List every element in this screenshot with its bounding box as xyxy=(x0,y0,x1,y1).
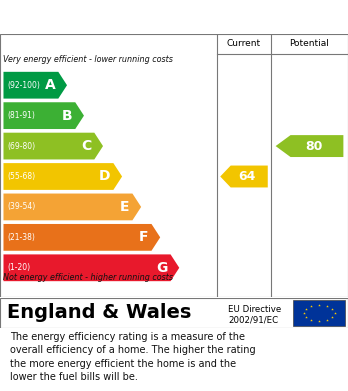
Polygon shape xyxy=(3,224,160,251)
Text: Current: Current xyxy=(227,39,261,48)
Polygon shape xyxy=(3,72,67,99)
Text: (21-38): (21-38) xyxy=(8,233,35,242)
Bar xyxy=(293,300,345,326)
Text: (81-91): (81-91) xyxy=(8,111,35,120)
Text: B: B xyxy=(62,109,72,123)
Text: the more energy efficient the home is and the: the more energy efficient the home is an… xyxy=(10,359,237,369)
Text: England & Wales: England & Wales xyxy=(7,303,191,323)
Text: Not energy efficient - higher running costs: Not energy efficient - higher running co… xyxy=(3,273,174,282)
Polygon shape xyxy=(3,133,103,160)
Text: E: E xyxy=(120,200,130,214)
Text: Very energy efficient - lower running costs: Very energy efficient - lower running co… xyxy=(3,55,173,64)
Text: Energy Efficiency Rating: Energy Efficiency Rating xyxy=(10,9,220,24)
Text: (55-68): (55-68) xyxy=(8,172,36,181)
Text: 64: 64 xyxy=(238,170,255,183)
Polygon shape xyxy=(3,102,84,129)
Text: C: C xyxy=(81,139,92,153)
Text: Potential: Potential xyxy=(290,39,330,48)
Text: lower the fuel bills will be.: lower the fuel bills will be. xyxy=(10,373,138,382)
Polygon shape xyxy=(3,163,122,190)
Text: (39-54): (39-54) xyxy=(8,203,36,212)
Text: F: F xyxy=(139,230,149,244)
Text: (69-80): (69-80) xyxy=(8,142,36,151)
Polygon shape xyxy=(3,194,141,220)
Polygon shape xyxy=(3,255,179,281)
Text: (1-20): (1-20) xyxy=(8,263,31,272)
Polygon shape xyxy=(220,165,268,187)
Text: A: A xyxy=(45,78,56,92)
Text: 2002/91/EC: 2002/91/EC xyxy=(228,315,278,324)
Polygon shape xyxy=(276,135,343,157)
Text: The energy efficiency rating is a measure of the: The energy efficiency rating is a measur… xyxy=(10,332,245,342)
Text: G: G xyxy=(156,261,168,275)
Text: EU Directive: EU Directive xyxy=(228,305,281,314)
Text: D: D xyxy=(99,170,111,183)
Text: overall efficiency of a home. The higher the rating: overall efficiency of a home. The higher… xyxy=(10,345,256,355)
Text: (92-100): (92-100) xyxy=(8,81,40,90)
Text: 80: 80 xyxy=(305,140,322,152)
